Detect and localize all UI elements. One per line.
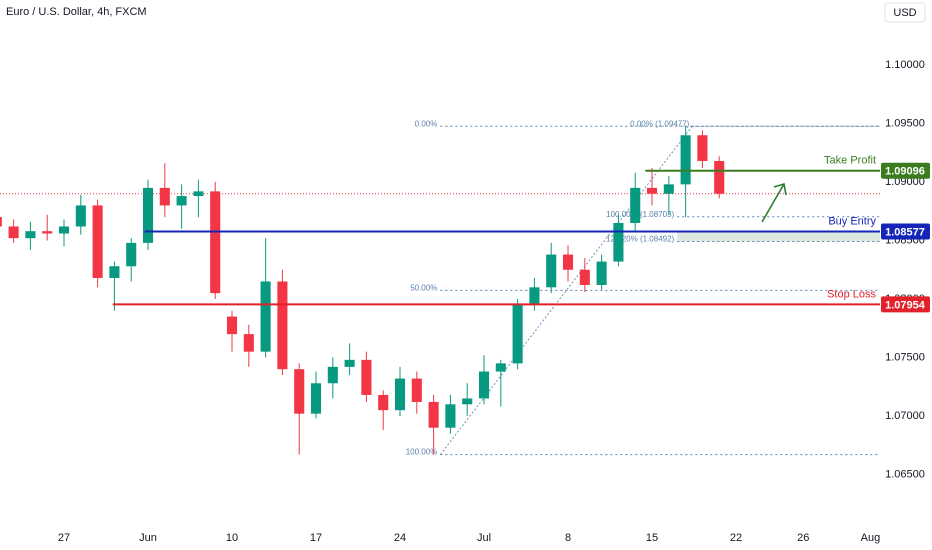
currency-box[interactable] xyxy=(884,2,926,23)
candle-body xyxy=(277,281,288,370)
x-tick-label: 24 xyxy=(394,532,406,544)
currency[interactable]: USD xyxy=(893,7,916,19)
candle-body xyxy=(0,217,2,227)
candle-body xyxy=(394,378,406,411)
candle-body xyxy=(546,254,557,288)
candle-body xyxy=(562,254,574,270)
candle-body xyxy=(495,363,506,372)
candle-body xyxy=(646,187,658,194)
candle-body xyxy=(579,269,590,285)
candle-body xyxy=(109,266,120,278)
level-box xyxy=(881,162,930,179)
x-tick-label: Jun xyxy=(139,532,157,544)
candle-body xyxy=(478,371,490,399)
candle-body xyxy=(680,135,691,185)
candle-body xyxy=(344,359,355,367)
fib-label: 50.00% xyxy=(410,283,437,292)
y-tick-label: 1.06500 xyxy=(885,468,925,480)
level-name: Stop Loss xyxy=(827,288,876,300)
candle-body xyxy=(613,222,624,262)
candle-body xyxy=(142,187,154,243)
y-tick-label: 1.09500 xyxy=(885,117,925,129)
candle-body xyxy=(310,383,322,414)
level-box xyxy=(881,296,930,313)
candle-body xyxy=(260,281,271,352)
candle-body xyxy=(411,378,422,402)
candle-body xyxy=(327,366,338,384)
x-tick-label: Aug xyxy=(861,532,881,544)
candle-body xyxy=(697,135,708,161)
level-value: 1.09096 xyxy=(885,166,925,178)
fib-label: 0.00% xyxy=(415,119,438,128)
candle-body xyxy=(596,261,607,285)
x-tick-label: 26 xyxy=(797,532,809,544)
candle-body xyxy=(714,160,725,194)
x-tick-label: Jul xyxy=(477,532,491,544)
arrow xyxy=(761,182,787,223)
candle-body xyxy=(210,191,221,294)
x-tick-label: 17 xyxy=(310,532,322,544)
fib-label: 0.00% (1.09477) xyxy=(630,119,689,128)
level-value: 1.07954 xyxy=(885,299,926,311)
plot-area: 0.00% 50.00% 100.00% 0.00% (1.09477) 100.00%… xyxy=(0,119,880,457)
candle-body xyxy=(361,359,372,395)
candle-body xyxy=(58,226,70,234)
candle-body xyxy=(159,187,170,206)
x-tick-label: 15 xyxy=(646,532,658,544)
candle-body xyxy=(428,401,439,428)
x-tick-label: 10 xyxy=(226,532,238,544)
chart-title: Euro / U.S. Dollar, 4h, FXCM xyxy=(6,6,147,18)
candle-body xyxy=(529,287,540,305)
candle-body xyxy=(226,316,238,335)
y-tick-label: 1.09000 xyxy=(885,176,925,188)
candle-body xyxy=(42,231,53,234)
fib-label: 100.00% (1.08703) xyxy=(606,210,674,219)
candle-body xyxy=(663,184,674,194)
y-tick-label: 1.10000 xyxy=(885,59,925,71)
candle-body xyxy=(75,205,86,227)
x-tick-label: 8 xyxy=(565,532,571,544)
fib-label: 127.20% (1.08492) xyxy=(606,235,674,244)
candle-body xyxy=(243,334,254,352)
candle-body xyxy=(512,304,523,364)
candle-body xyxy=(462,398,473,405)
candle-body xyxy=(294,369,305,414)
candle-body xyxy=(445,404,456,428)
x-tick-label: 22 xyxy=(730,532,742,544)
y-tick-label: 1.07500 xyxy=(885,351,925,363)
candle-body xyxy=(176,196,187,206)
level-box xyxy=(881,223,930,240)
candle-body xyxy=(126,242,137,267)
level-value: 1.08577 xyxy=(885,226,925,238)
fib-label: 100.00% xyxy=(406,448,438,457)
candle-body xyxy=(378,394,389,411)
level-name: Take Profit xyxy=(824,155,876,167)
level-name: Buy Entry xyxy=(828,215,876,227)
x-tick-label: 27 xyxy=(58,532,70,544)
buy-zone xyxy=(677,231,880,242)
y-tick-label: 1.07000 xyxy=(885,410,925,422)
fib-trend-line xyxy=(439,125,693,455)
candle-body xyxy=(25,231,36,239)
candle-body xyxy=(92,205,103,278)
candle-body xyxy=(193,191,204,197)
candle-body xyxy=(8,226,19,239)
candle-body xyxy=(630,187,641,223)
